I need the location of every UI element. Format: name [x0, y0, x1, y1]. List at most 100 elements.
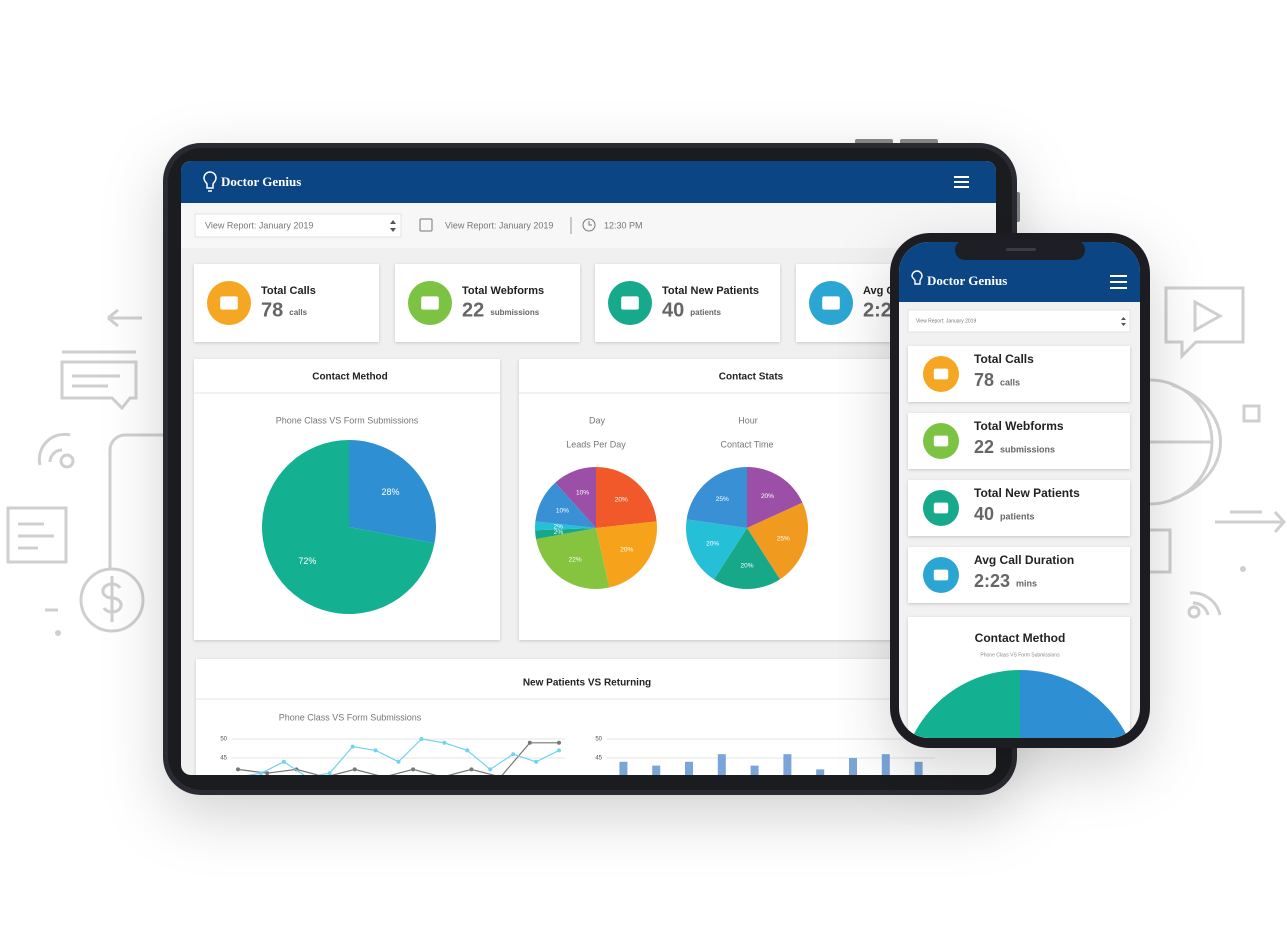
pie-slice	[900, 670, 1138, 738]
y-tick-label: 50	[595, 737, 602, 743]
line-point	[265, 771, 270, 775]
menu-button[interactable]	[954, 176, 969, 188]
stat-value: 78	[261, 299, 283, 321]
stat-unit: calls	[289, 308, 307, 317]
line-point	[465, 748, 470, 753]
app-header	[181, 161, 996, 203]
bar	[652, 765, 661, 775]
panel-title: Contact Method	[975, 631, 1066, 645]
pie-slice	[536, 528, 610, 589]
stat-value: 40	[974, 504, 994, 524]
stat-unit: submissions	[490, 308, 539, 317]
select-text[interactable]: View Report: January 2019	[205, 220, 313, 230]
stat-label: Total Calls	[261, 285, 316, 297]
stat-glyph	[933, 502, 949, 514]
stat-cards: Total Calls 78 calls Total Webforms 22 submis…	[908, 346, 1130, 603]
line-point	[488, 767, 493, 772]
y-tick-label: 50	[220, 737, 227, 743]
line-point	[442, 740, 447, 745]
logo-icon	[203, 171, 217, 192]
select-arrows[interactable]	[1121, 317, 1126, 326]
menu-icon[interactable]	[954, 176, 969, 188]
slice-label: 25%	[716, 496, 729, 503]
bar	[750, 765, 759, 775]
line-point	[281, 759, 286, 764]
select-box[interactable]	[194, 213, 402, 238]
slice-label: 20%	[740, 563, 753, 570]
line-point	[527, 740, 532, 745]
pie-slice	[535, 528, 596, 540]
slice-label: 28%	[1069, 738, 1085, 747]
stat-glyph	[220, 296, 238, 310]
stat-unit: calls	[1000, 377, 1020, 387]
stat-unit: patients	[690, 308, 721, 317]
bar	[717, 754, 726, 775]
phone: Doctor Genius View Report: January 2019 …	[890, 233, 1150, 748]
stat-label: Avg Call Duration	[974, 553, 1074, 567]
slice-label: 72%	[298, 556, 316, 566]
clock-icon	[582, 218, 596, 232]
pie-slice	[261, 440, 435, 614]
chart-subtitle: Phone Class VS Form Submissions	[279, 712, 422, 722]
line-point	[350, 744, 355, 749]
stat-glyph	[822, 296, 840, 310]
chart-subtitle: Leads Per Day	[566, 439, 626, 449]
logo-icon	[911, 270, 923, 285]
select-box[interactable]	[907, 309, 1131, 333]
stat-label: Total Webforms	[974, 419, 1064, 433]
pie-slice	[686, 467, 747, 528]
report-select[interactable]: View Report: January 2019	[907, 309, 1131, 333]
tablet: Doctor Genius View Report: January 2019 …	[163, 139, 1020, 795]
slice-label: 25%	[777, 535, 790, 542]
chart-subtitle: Phone Class VS Form Submissions	[980, 652, 1060, 658]
stat-value: 22	[462, 299, 484, 321]
pie-slice	[686, 519, 747, 580]
report-date: View Report: January 2019	[445, 220, 553, 230]
pie-slice	[555, 467, 596, 528]
bar	[816, 769, 825, 775]
line-point	[236, 767, 240, 772]
stat-glyph	[933, 569, 949, 581]
pie-slice	[535, 482, 596, 528]
pie-slice	[747, 467, 803, 528]
phone-speaker	[1006, 248, 1036, 251]
slice-label: 20%	[620, 547, 633, 554]
slice-label: 28%	[382, 487, 400, 497]
pie-slice	[714, 528, 780, 589]
bar	[914, 761, 923, 775]
stat-value: 78	[974, 370, 994, 390]
panel-title: New Patients VS Returning	[523, 678, 651, 689]
line-point	[557, 740, 561, 745]
stat-glyph	[421, 296, 439, 310]
pie-slice	[747, 502, 808, 580]
select-arrows[interactable]	[390, 220, 396, 232]
slice-label: 2%	[554, 529, 564, 536]
chart-subtitle: Contact Time	[720, 439, 773, 449]
line-point	[352, 767, 357, 772]
bar	[619, 761, 628, 775]
panel-title: Contact Stats	[719, 372, 784, 383]
stat-value: 22	[974, 437, 994, 457]
report-select[interactable]: View Report: January 2019	[194, 213, 402, 238]
menu-icon[interactable]	[1110, 275, 1127, 289]
stat-unit: patients	[1000, 511, 1035, 521]
stat-glyph	[933, 368, 949, 380]
line-point	[469, 767, 474, 772]
stat-unit: submissions	[1000, 444, 1055, 454]
menu-button[interactable]	[1110, 275, 1127, 289]
slice-label: 22%	[569, 556, 582, 563]
slice-label: 2%	[554, 523, 564, 530]
phone-screen: Doctor Genius View Report: January 2019 …	[899, 242, 1140, 747]
bar	[783, 754, 792, 775]
line-point	[419, 737, 424, 741]
slice-label: 10%	[576, 489, 589, 496]
stat-label: Total Calls	[974, 352, 1034, 366]
line-series	[237, 742, 559, 775]
line-point	[557, 748, 561, 753]
select-text[interactable]: View Report: January 2019	[916, 318, 976, 324]
panel-title: Contact Method	[312, 372, 388, 383]
brand-name: Doctor Genius	[927, 273, 1007, 288]
y-tick-label: 45	[220, 756, 227, 762]
pie-slice	[349, 440, 436, 544]
